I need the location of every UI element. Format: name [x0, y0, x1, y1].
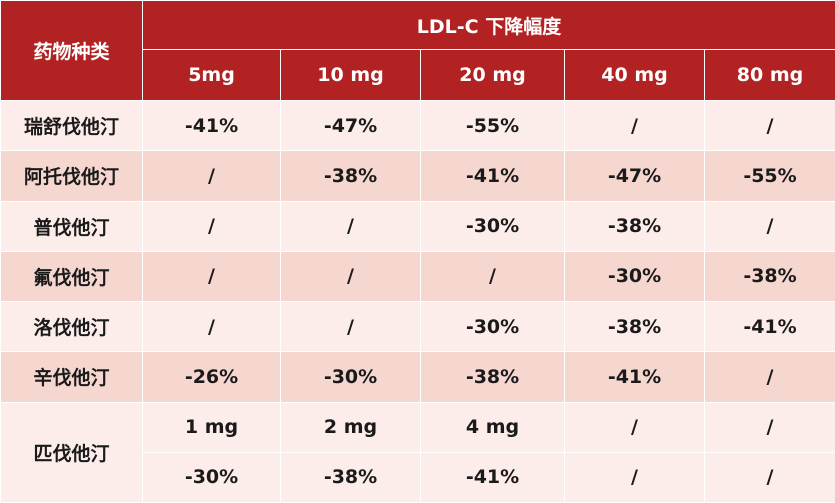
table-row-pitavastatin-values: -30% -38% -41% / /: [1, 451, 835, 503]
table-cell: /: [703, 451, 835, 503]
table-cell: -55%: [420, 99, 565, 152]
table-cell: /: [142, 150, 281, 202]
dose-header-20mg: 20 mg: [420, 49, 565, 101]
table-cell: -30%: [420, 300, 565, 353]
drug-name: 辛伐他汀: [0, 351, 143, 403]
table-cell: /: [564, 99, 705, 152]
table-cell: /: [280, 300, 421, 353]
table-cell: 4 mg: [420, 401, 565, 453]
drug-name: 瑞舒伐他汀: [0, 99, 143, 152]
table-row-atorvastatin: 阿托伐他汀 / -38% -41% -47% -55%: [0, 150, 835, 202]
table-cell: /: [280, 200, 421, 252]
table-row-pravastatin: 普伐他汀 / / -30% -38% /: [0, 200, 835, 252]
table-cell: -30%: [564, 250, 705, 303]
table-cell: /: [703, 99, 835, 152]
table-cell: /: [703, 351, 835, 403]
table-cell: 1 mg: [142, 401, 281, 453]
table-cell: -55%: [703, 150, 835, 202]
dose-header-40mg: 40 mg: [564, 49, 705, 101]
table-cell: -30%: [142, 451, 281, 503]
table-cell: 2 mg: [280, 401, 421, 453]
table-cell: /: [280, 250, 421, 303]
drug-name: 普伐他汀: [0, 200, 143, 252]
table-cell: /: [564, 451, 705, 503]
table-row-fluvastatin: 氟伐他汀 / / / -30% -38%: [0, 250, 835, 303]
table-cell: -30%: [280, 351, 421, 403]
dose-header-10mg: 10 mg: [280, 49, 421, 101]
table-cell: -38%: [280, 451, 421, 503]
table-cell: /: [420, 250, 565, 303]
table-cell: -41%: [703, 300, 835, 353]
table-cell: /: [564, 401, 705, 453]
table-cell: -38%: [420, 351, 565, 403]
table-cell: -38%: [703, 250, 835, 303]
table-cell: -26%: [142, 351, 281, 403]
table-cell: -30%: [420, 200, 565, 252]
table-row-simvastatin: 辛伐他汀 -26% -30% -38% -41% /: [0, 351, 835, 403]
table-cell: /: [142, 250, 281, 303]
table-row-rosuvastatin: 瑞舒伐他汀 -41% -47% -55% / /: [0, 99, 835, 152]
table-cell: /: [703, 401, 835, 453]
table-cell: -38%: [280, 150, 421, 202]
drug-name: 氟伐他汀: [0, 250, 143, 303]
table-row-pitavastatin-doses: 匹伐他汀 1 mg 2 mg 4 mg / /: [0, 401, 835, 503]
table-cell: /: [142, 200, 281, 252]
table-cell: -41%: [142, 99, 281, 152]
table-row-lovastatin: 洛伐他汀 / / -30% -38% -41%: [0, 300, 835, 353]
table-cell: -38%: [564, 300, 705, 353]
table-cell: -47%: [564, 150, 705, 202]
table-cell: -41%: [420, 150, 565, 202]
drug-name: 匹伐他汀: [0, 401, 143, 503]
drug-name: 洛伐他汀: [0, 300, 143, 353]
ldl-reduction-header: LDL-C 下降幅度: [141, 0, 835, 50]
table-cell: -41%: [564, 351, 705, 403]
table-cell: /: [703, 200, 835, 252]
dose-header-80mg: 80 mg: [703, 49, 835, 101]
dose-header-5mg: 5mg: [142, 49, 281, 101]
drug-name: 阿托伐他汀: [0, 150, 143, 202]
drug-type-header: 药物种类: [0, 0, 143, 101]
table-cell: -38%: [564, 200, 705, 252]
table-cell: -41%: [420, 451, 565, 503]
table-cell: -47%: [280, 99, 421, 152]
table-cell: /: [142, 300, 281, 353]
